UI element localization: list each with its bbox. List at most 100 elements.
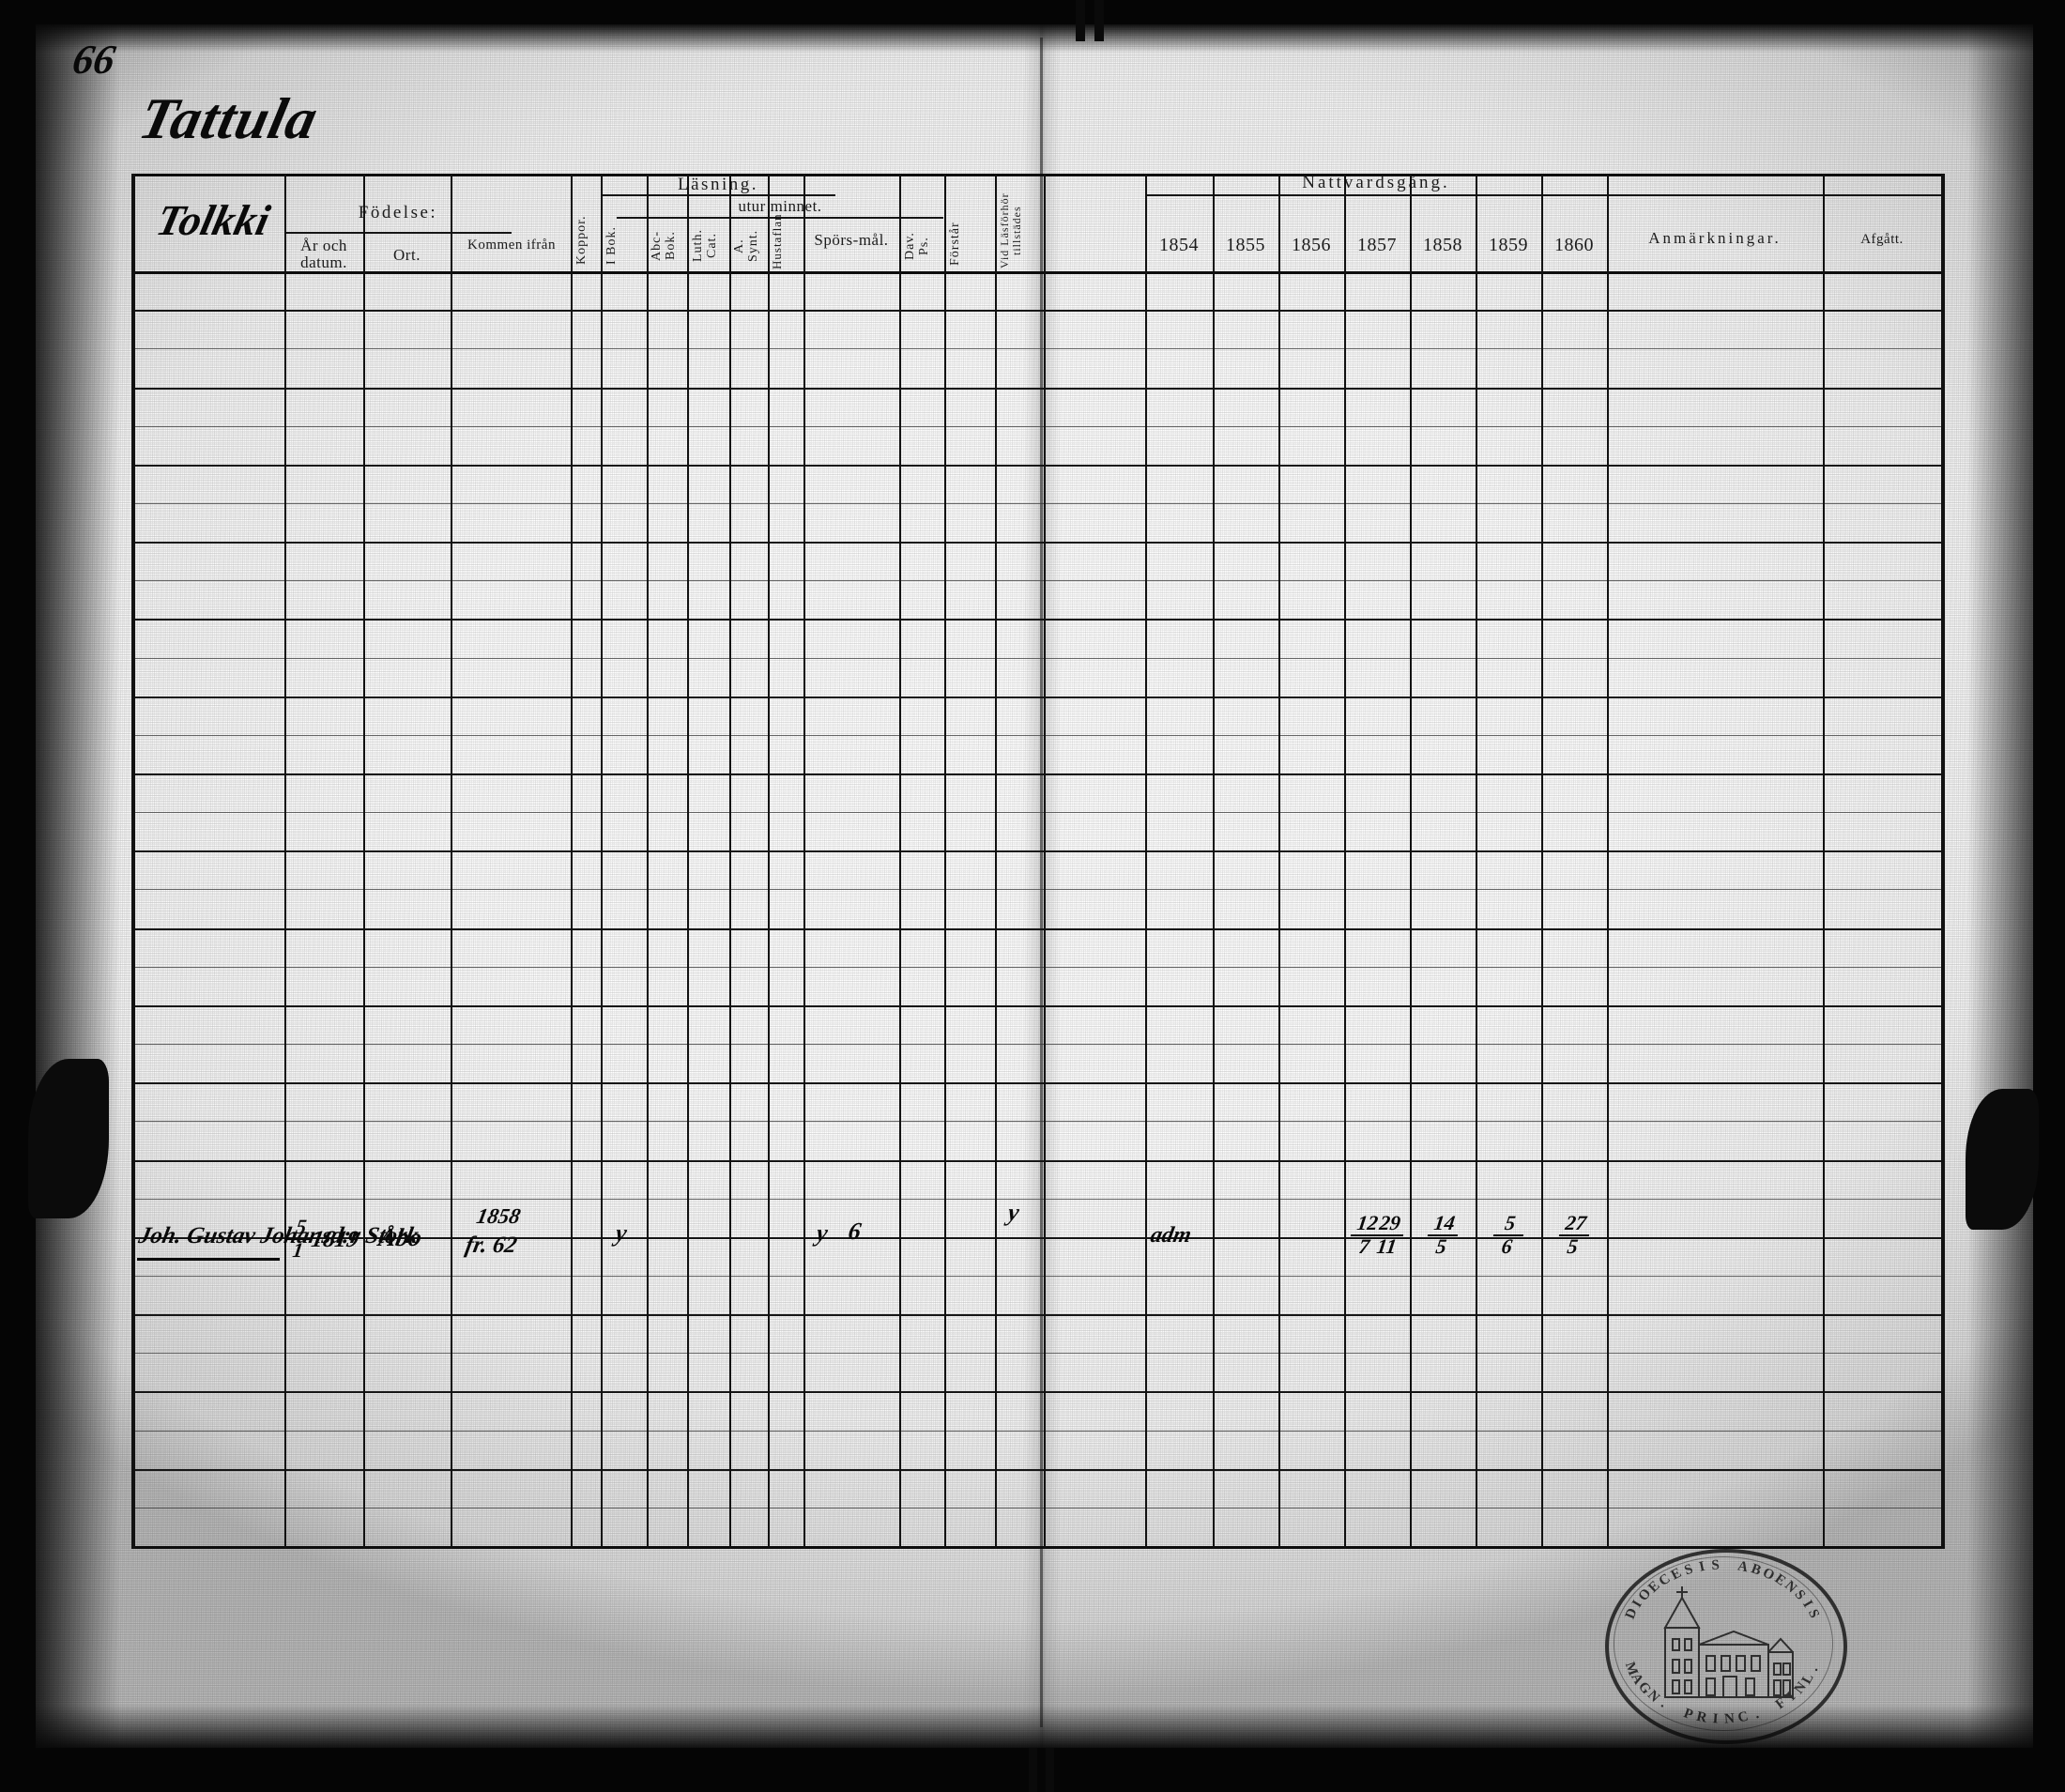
table-row-rule (131, 773, 1943, 775)
fraction-numerator: 5 (1503, 1211, 1518, 1234)
table-row-rule (131, 310, 1943, 313)
table-row-rule (131, 850, 1943, 853)
communion-year-1854: 1854 (1159, 235, 1199, 255)
table-row-rule (131, 619, 1943, 621)
table-row-rule (131, 696, 1943, 698)
entry-birth-daymonth: 5 1 (284, 1215, 314, 1262)
table-row-rule (131, 502, 1943, 504)
table-row-rule (131, 657, 1943, 659)
header-questions: Spörs-mål. (814, 231, 889, 249)
entry-came-from-year: 1858 (474, 1204, 523, 1228)
entry-present-mark: y (1005, 1199, 1021, 1226)
cathedral-icon (1663, 1586, 1794, 1698)
header-notes: Anmärkningar. (1648, 229, 1782, 247)
table-row-rule (131, 734, 1943, 736)
col-border-davps-right (944, 174, 946, 1549)
communion-year-1855: 1855 (1226, 235, 1265, 255)
col-border-1854-right (1213, 174, 1215, 1549)
register-table: Födelse: År och datum. Ort. Kommen ifrån… (131, 173, 1945, 1549)
fraction-denominator: 5 (1566, 1233, 1580, 1258)
book-gutter-line (1040, 38, 1043, 1727)
table-row-rule (131, 425, 1943, 427)
entry-book-mark: y (613, 1219, 629, 1247)
communion-date-1858: 14 5 (1425, 1211, 1461, 1258)
stamp-char: A (1736, 1558, 1750, 1576)
reading-group-underline (601, 194, 835, 196)
table-row-rule (131, 1004, 1943, 1007)
header-birth-place: Ort. (393, 246, 421, 264)
table-row-rule (131, 1275, 1943, 1277)
stamp-char: S (1710, 1557, 1721, 1573)
col-border-1857-right (1410, 174, 1412, 1549)
col-border-present-right (1044, 174, 1046, 1549)
village-heading: Tattula (133, 87, 325, 151)
table-row-rule (131, 542, 1943, 544)
col-border-questions-right (899, 174, 901, 1549)
col-border-1855-right (1278, 174, 1280, 1549)
col-border-hustaflan-right (803, 174, 805, 1549)
header-reading-group: Läsning. (678, 175, 758, 194)
header-book: I Bok. (604, 226, 619, 266)
header-bottom-border (131, 271, 1943, 274)
binder-clip-bottom-right (1046, 1748, 1054, 1792)
table-row-rule (131, 812, 1943, 814)
entry-birth-place: Åbo (376, 1223, 425, 1251)
col-border-name-right (284, 174, 286, 1549)
communion-date-1860: 27 5 (1556, 1211, 1592, 1258)
col-border-birthplace-right (451, 174, 452, 1549)
col-border-1858-right (1476, 174, 1477, 1549)
header-departed: Afgått. (1860, 232, 1904, 247)
table-row-rule (131, 464, 1943, 467)
stamp-char: S (1682, 1561, 1695, 1579)
communion-year-1859: 1859 (1489, 235, 1528, 255)
header-hustaflan: Hustaflan (770, 213, 784, 269)
communion-year-1857: 1857 (1357, 235, 1397, 255)
table-row-rule (131, 1353, 1943, 1355)
col-border-cat-right (729, 174, 731, 1549)
binder-clip-bottom-left (1029, 1748, 1037, 1792)
stamp-char: . (1806, 1664, 1822, 1674)
table-bottom-border (131, 1546, 1943, 1549)
table-row-rule (131, 1314, 1943, 1317)
photo-vignette-left (36, 24, 120, 1748)
header-birth-year: År och datum. (300, 237, 347, 272)
header-came-from: Kommen ifrån (467, 237, 556, 253)
table-row-rule (131, 1430, 1943, 1432)
col-border-notes-right (1823, 174, 1825, 1549)
table-row-rule (131, 927, 1943, 930)
table-top-border (131, 174, 1943, 176)
header-present-at-exam: Vid Läsförhör tillstädes (998, 192, 1023, 269)
fraction-denominator: 5 (1434, 1233, 1448, 1258)
photo-edge-top (0, 0, 2065, 24)
table-row-rule (131, 889, 1943, 891)
fraction-numerator: 14 (1432, 1211, 1457, 1234)
entry-note: adm (1148, 1223, 1194, 1248)
header-a-synt: A. Synt. (732, 229, 761, 263)
table-row-rule (131, 1236, 1943, 1239)
header-memory-group: utur minnet. (738, 197, 822, 215)
entry-birth-day: 5 (294, 1215, 309, 1238)
col-border-left (131, 174, 135, 1549)
table-row-rule (131, 1468, 1943, 1471)
col-border-1859-right (1541, 174, 1543, 1549)
communion-year-1860: 1860 (1554, 235, 1594, 255)
entry-name-underline (137, 1258, 280, 1261)
col-border-right (1941, 174, 1945, 1549)
fraction-numerator: 27 (1564, 1211, 1588, 1234)
col-border-camefrom-right (571, 174, 573, 1549)
col-border-abcbook-right (687, 174, 689, 1549)
table-row-rule (131, 1159, 1943, 1162)
entry-birth-year: 1819 (309, 1227, 361, 1252)
photo-edge-right (2033, 0, 2065, 1792)
table-row-rule (131, 1082, 1943, 1085)
fraction-denominator: 11 (1374, 1233, 1399, 1258)
communion-year-1856: 1856 (1292, 235, 1331, 255)
header-abc-book: Abc-Bok. (650, 231, 679, 261)
birth-group-underline (284, 232, 512, 234)
header-communion-group: Nattvardsgång. (1302, 173, 1450, 192)
col-border-understands-right (995, 174, 997, 1549)
col-border-1856-right (1344, 174, 1346, 1549)
table-row-rule (131, 966, 1943, 968)
table-row-rule (131, 1198, 1943, 1200)
